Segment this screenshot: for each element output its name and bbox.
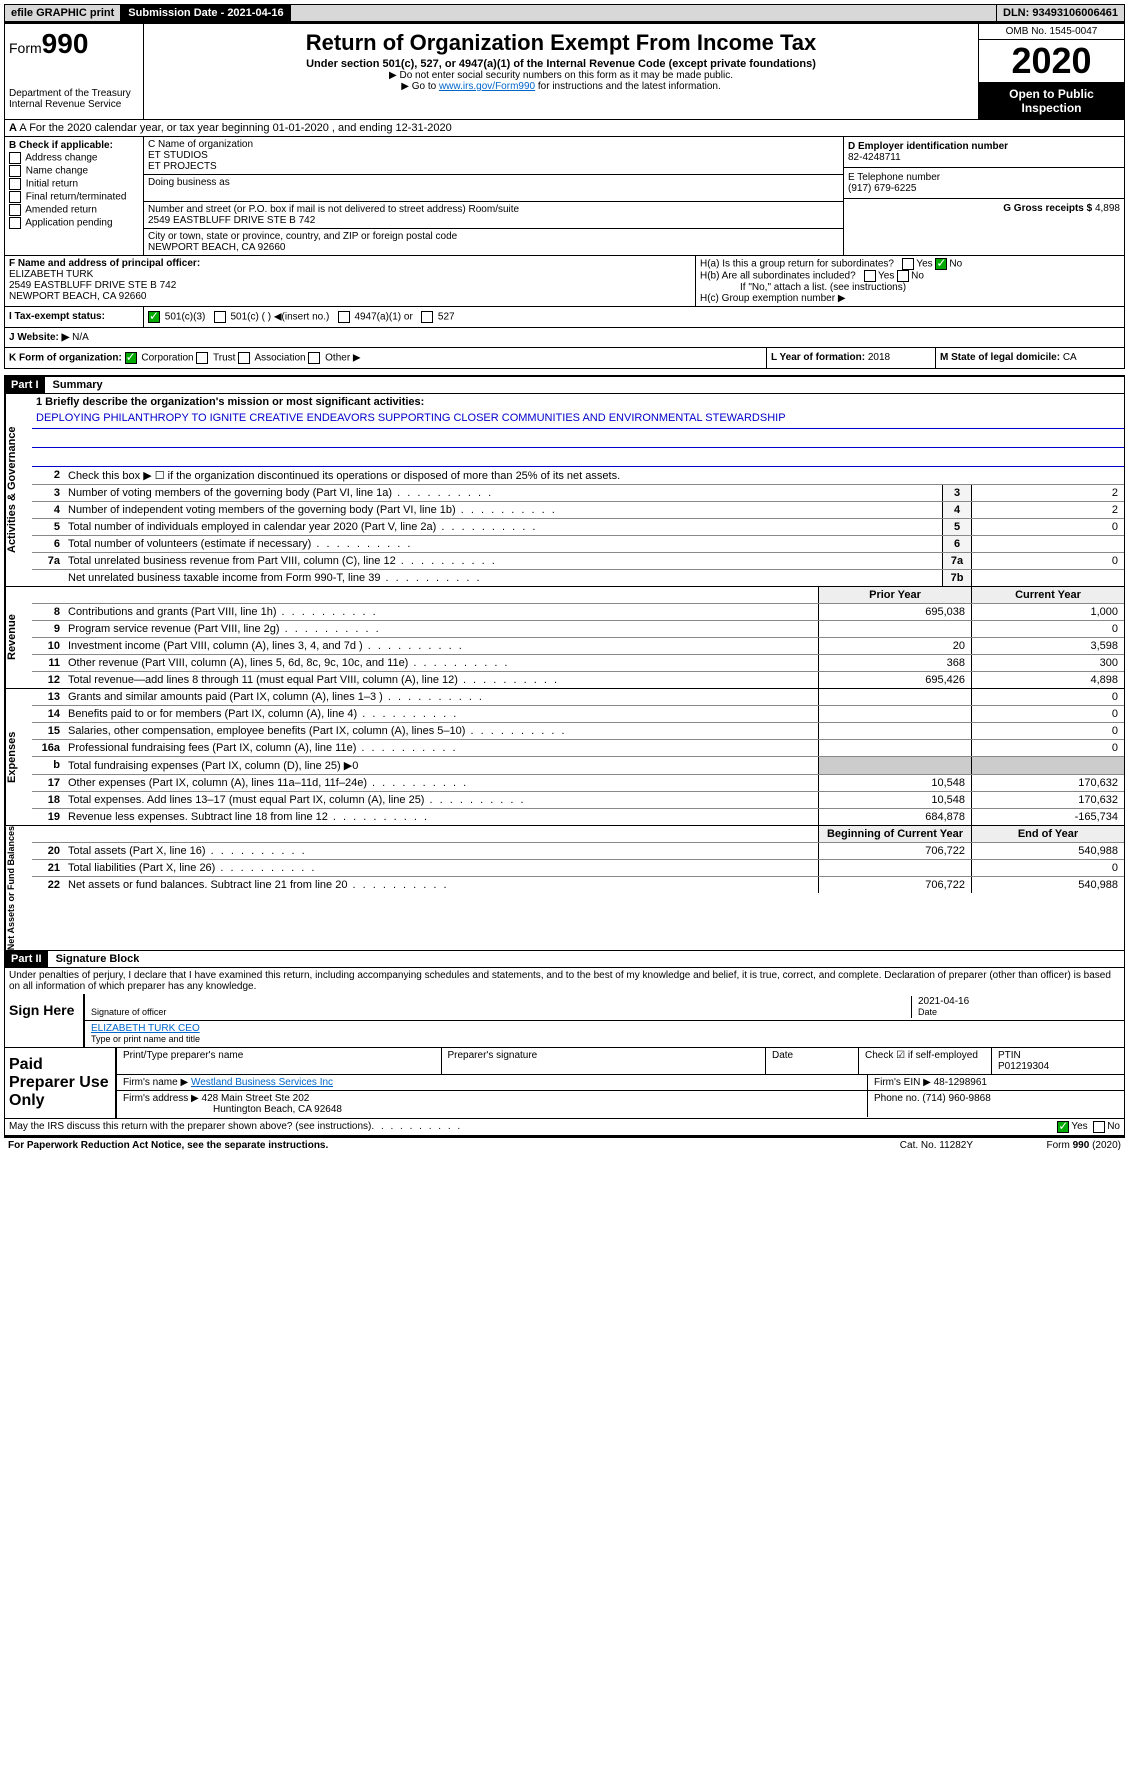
row-klm: K Form of organization: Corporation Trus… — [4, 348, 1125, 369]
open-inspection: Open to Public Inspection — [979, 83, 1124, 119]
gov-line: 5Total number of individuals employed in… — [32, 519, 1124, 536]
501c3-checkbox[interactable] — [148, 311, 160, 323]
topbar: efile GRAPHIC print Submission Date - 20… — [4, 4, 1125, 22]
no-checkbox[interactable] — [897, 270, 909, 282]
topbar-spacer — [291, 4, 996, 22]
dln-label: DLN: 93493106006461 — [996, 4, 1125, 22]
mission-label: 1 Briefly describe the organization's mi… — [36, 396, 424, 408]
assoc-checkbox[interactable] — [238, 352, 250, 364]
gov-line: Net unrelated business taxable income fr… — [32, 570, 1124, 586]
irs-link[interactable]: www.irs.gov/Form990 — [439, 81, 535, 92]
mission-text: DEPLOYING PHILANTHROPY TO IGNITE CREATIV… — [32, 410, 1124, 429]
no-checkbox[interactable] — [935, 258, 947, 270]
sign-here-label: Sign Here — [5, 994, 83, 1047]
page-footer: For Paperwork Reduction Act Notice, see … — [4, 1136, 1125, 1153]
officer-name[interactable]: ELIZABETH TURK CEO — [91, 1023, 200, 1034]
trust-checkbox[interactable] — [196, 352, 208, 364]
data-line: 15Salaries, other compensation, employee… — [32, 723, 1124, 740]
other-checkbox[interactable] — [308, 352, 320, 364]
goto-note: ▶ Go to www.irs.gov/Form990 for instruct… — [148, 81, 974, 92]
block-bcdefg: B Check if applicable: Address change Na… — [4, 137, 1125, 256]
gov-line: 3Number of voting members of the governi… — [32, 485, 1124, 502]
dept-label: Department of the Treasury — [9, 88, 139, 99]
checkbox[interactable] — [9, 204, 21, 216]
expenses-section: Expenses 13Grants and similar amounts pa… — [4, 689, 1125, 826]
row-fh: F Name and address of principal officer:… — [4, 256, 1125, 307]
row-a-taxyear: A A For the 2020 calendar year, or tax y… — [4, 120, 1125, 137]
checkbox[interactable] — [9, 217, 21, 229]
data-line: 11Other revenue (Part VIII, column (A), … — [32, 655, 1124, 672]
row-tax-status: I Tax-exempt status: 501(c)(3) 501(c) ( … — [4, 307, 1125, 328]
data-line: 12Total revenue—add lines 8 through 11 (… — [32, 672, 1124, 688]
data-line: bTotal fundraising expenses (Part IX, co… — [32, 757, 1124, 775]
col-headers: Prior Year Current Year — [32, 587, 1124, 604]
527-checkbox[interactable] — [421, 311, 433, 323]
cat-no: Cat. No. 11282Y — [896, 1140, 977, 1151]
data-line: 9Program service revenue (Part VIII, lin… — [32, 621, 1124, 638]
col-b-checkboxes: B Check if applicable: Address change Na… — [5, 137, 144, 255]
mission-blank — [32, 448, 1124, 467]
checkbox[interactable] — [9, 152, 21, 164]
part2-header: Part IISignature Block — [4, 951, 1125, 968]
group-return: H(a) Is this a group return for subordin… — [696, 256, 1124, 306]
col-right-defg: D Employer identification number82-42487… — [843, 137, 1124, 255]
yes-checkbox[interactable] — [864, 270, 876, 282]
row-website: J Website: ▶ N/A — [4, 328, 1125, 348]
form-subtitle: Under section 501(c), 527, or 4947(a)(1)… — [148, 58, 974, 70]
col-c-orginfo: C Name of organizationET STUDIOSET PROJE… — [144, 137, 843, 255]
firm-name-link[interactable]: Westland Business Services Inc — [191, 1077, 333, 1088]
data-line: 22Net assets or fund balances. Subtract … — [32, 877, 1124, 893]
submission-date: Submission Date - 2021-04-16 — [121, 4, 290, 22]
governance-section: Activities & Governance 1 Briefly descri… — [4, 394, 1125, 587]
sidebar-governance: Activities & Governance — [5, 394, 32, 586]
sidebar-revenue: Revenue — [5, 587, 32, 688]
gov-line: 2Check this box ▶ ☐ if the organization … — [32, 467, 1124, 485]
part1-header: Part ISummary — [4, 375, 1125, 394]
data-line: 21Total liabilities (Part X, line 26)0 — [32, 860, 1124, 877]
efile-label[interactable]: efile GRAPHIC print — [4, 4, 121, 22]
ssn-note: ▶ Do not enter social security numbers o… — [148, 70, 974, 81]
discuss-yes-checkbox[interactable] — [1057, 1121, 1069, 1133]
yes-checkbox[interactable] — [902, 258, 914, 270]
data-line: 16aProfessional fundraising fees (Part I… — [32, 740, 1124, 757]
corp-checkbox[interactable] — [125, 352, 137, 364]
tax-year: 2020 — [979, 40, 1124, 83]
gov-line: 6Total number of volunteers (estimate if… — [32, 536, 1124, 553]
data-line: 20Total assets (Part X, line 16)706,7225… — [32, 843, 1124, 860]
501c-checkbox[interactable] — [214, 311, 226, 323]
checkbox[interactable] — [9, 178, 21, 190]
mission-blank — [32, 429, 1124, 448]
omb-number: OMB No. 1545-0047 — [979, 24, 1124, 40]
form-footer: Form 990 (2020) — [977, 1140, 1125, 1151]
form-header: Form990 Department of the Treasury Inter… — [4, 22, 1125, 120]
irs-label: Internal Revenue Service — [9, 99, 139, 110]
principal-officer: F Name and address of principal officer:… — [5, 256, 696, 306]
signature-block: Under penalties of perjury, I declare th… — [4, 968, 1125, 1048]
data-line: 17Other expenses (Part IX, column (A), l… — [32, 775, 1124, 792]
form-number: Form990 — [9, 28, 139, 60]
paid-preparer-block: Paid Preparer Use Only Print/Type prepar… — [4, 1048, 1125, 1119]
gov-line: 4Number of independent voting members of… — [32, 502, 1124, 519]
checkbox[interactable] — [9, 165, 21, 177]
data-line: 19Revenue less expenses. Subtract line 1… — [32, 809, 1124, 825]
form-title: Return of Organization Exempt From Incom… — [148, 30, 974, 56]
gov-line: 7aTotal unrelated business revenue from … — [32, 553, 1124, 570]
discuss-no-checkbox[interactable] — [1093, 1121, 1105, 1133]
pra-notice: For Paperwork Reduction Act Notice, see … — [4, 1140, 896, 1151]
data-line: 8Contributions and grants (Part VIII, li… — [32, 604, 1124, 621]
sidebar-netassets: Net Assets or Fund Balances — [5, 826, 32, 950]
perjury-text: Under penalties of perjury, I declare th… — [5, 968, 1124, 994]
data-line: 10Investment income (Part VIII, column (… — [32, 638, 1124, 655]
data-line: 14Benefits paid to or for members (Part … — [32, 706, 1124, 723]
sidebar-expenses: Expenses — [5, 689, 32, 825]
4947-checkbox[interactable] — [338, 311, 350, 323]
data-line: 18Total expenses. Add lines 13–17 (must … — [32, 792, 1124, 809]
discuss-row: May the IRS discuss this return with the… — [4, 1119, 1125, 1136]
data-line: 13Grants and similar amounts paid (Part … — [32, 689, 1124, 706]
checkbox[interactable] — [9, 191, 21, 203]
net-col-headers: Beginning of Current Year End of Year — [32, 826, 1124, 843]
paid-preparer-label: Paid Preparer Use Only — [5, 1048, 115, 1118]
netassets-section: Net Assets or Fund Balances Beginning of… — [4, 826, 1125, 951]
revenue-section: Revenue Prior Year Current Year 8Contrib… — [4, 587, 1125, 689]
